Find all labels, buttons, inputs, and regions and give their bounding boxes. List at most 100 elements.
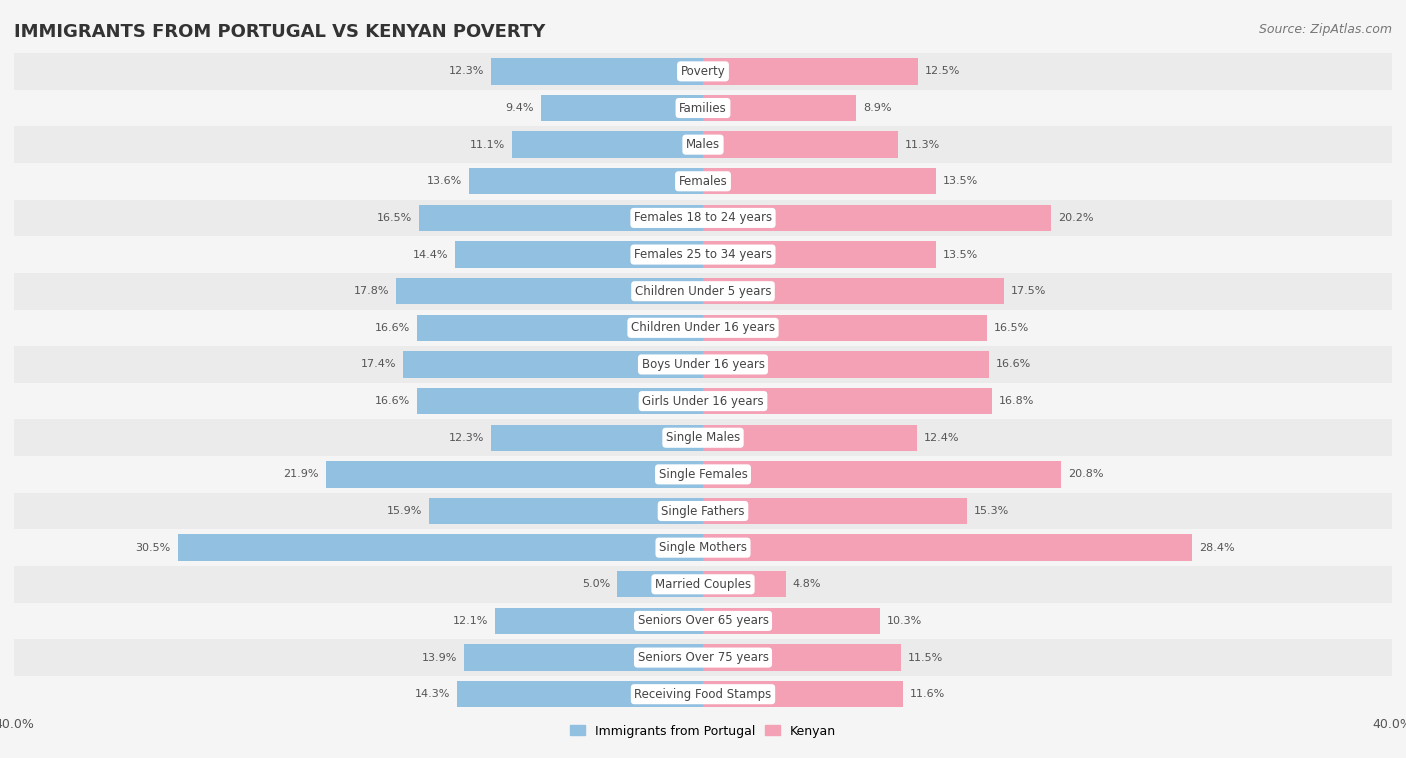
Bar: [14, 199, 1392, 236]
Text: Married Couples: Married Couples: [655, 578, 751, 590]
Text: 11.3%: 11.3%: [904, 139, 939, 149]
Text: 16.8%: 16.8%: [1000, 396, 1035, 406]
Text: Males: Males: [686, 138, 720, 151]
Bar: [14, 639, 1392, 676]
Text: 12.3%: 12.3%: [449, 67, 484, 77]
Bar: [703, 315, 987, 341]
Text: 17.5%: 17.5%: [1011, 287, 1046, 296]
Bar: [326, 461, 703, 487]
Bar: [14, 89, 1392, 127]
Bar: [429, 498, 703, 525]
Bar: [418, 315, 703, 341]
Text: 28.4%: 28.4%: [1199, 543, 1234, 553]
Text: 12.1%: 12.1%: [453, 616, 488, 626]
Bar: [456, 241, 703, 268]
Text: Seniors Over 65 years: Seniors Over 65 years: [637, 615, 769, 628]
Bar: [14, 346, 1392, 383]
Text: 30.5%: 30.5%: [135, 543, 170, 553]
Bar: [703, 58, 918, 85]
Text: Boys Under 16 years: Boys Under 16 years: [641, 358, 765, 371]
Bar: [703, 205, 1050, 231]
Text: Children Under 16 years: Children Under 16 years: [631, 321, 775, 334]
Bar: [703, 424, 917, 451]
Bar: [419, 205, 703, 231]
Bar: [512, 131, 703, 158]
Bar: [703, 498, 966, 525]
Bar: [14, 419, 1392, 456]
Bar: [14, 309, 1392, 346]
Bar: [495, 608, 703, 634]
Bar: [703, 95, 856, 121]
Text: Single Fathers: Single Fathers: [661, 505, 745, 518]
Text: Girls Under 16 years: Girls Under 16 years: [643, 395, 763, 408]
Text: 10.3%: 10.3%: [887, 616, 922, 626]
Text: Females: Females: [679, 175, 727, 188]
Bar: [396, 278, 703, 305]
Text: 14.4%: 14.4%: [412, 249, 449, 259]
Text: 4.8%: 4.8%: [793, 579, 821, 589]
Bar: [14, 456, 1392, 493]
Bar: [418, 388, 703, 415]
Bar: [703, 534, 1192, 561]
Text: Single Females: Single Females: [658, 468, 748, 481]
Bar: [177, 534, 703, 561]
Text: Poverty: Poverty: [681, 65, 725, 78]
Bar: [703, 388, 993, 415]
Text: Source: ZipAtlas.com: Source: ZipAtlas.com: [1258, 23, 1392, 36]
Text: Receiving Food Stamps: Receiving Food Stamps: [634, 688, 772, 700]
Text: Females 25 to 34 years: Females 25 to 34 years: [634, 248, 772, 261]
Bar: [541, 95, 703, 121]
Bar: [703, 278, 1004, 305]
Text: 11.5%: 11.5%: [908, 653, 943, 662]
Bar: [14, 603, 1392, 639]
Text: IMMIGRANTS FROM PORTUGAL VS KENYAN POVERTY: IMMIGRANTS FROM PORTUGAL VS KENYAN POVER…: [14, 23, 546, 41]
Bar: [703, 608, 880, 634]
Text: 11.6%: 11.6%: [910, 689, 945, 699]
Bar: [703, 644, 901, 671]
Text: 16.5%: 16.5%: [377, 213, 412, 223]
Text: 20.2%: 20.2%: [1057, 213, 1094, 223]
Legend: Immigrants from Portugal, Kenyan: Immigrants from Portugal, Kenyan: [565, 719, 841, 743]
Text: 20.8%: 20.8%: [1069, 469, 1104, 479]
Text: Single Males: Single Males: [666, 431, 740, 444]
Text: Single Mothers: Single Mothers: [659, 541, 747, 554]
Text: 12.3%: 12.3%: [449, 433, 484, 443]
Bar: [617, 571, 703, 597]
Text: 13.6%: 13.6%: [426, 177, 461, 186]
Bar: [14, 53, 1392, 89]
Text: 16.5%: 16.5%: [994, 323, 1029, 333]
Bar: [491, 424, 703, 451]
Text: 8.9%: 8.9%: [863, 103, 891, 113]
Bar: [703, 351, 988, 377]
Text: 13.9%: 13.9%: [422, 653, 457, 662]
Bar: [14, 273, 1392, 309]
Bar: [14, 566, 1392, 603]
Text: 17.4%: 17.4%: [361, 359, 396, 369]
Text: Children Under 5 years: Children Under 5 years: [634, 285, 772, 298]
Text: 15.9%: 15.9%: [387, 506, 422, 516]
Text: Families: Families: [679, 102, 727, 114]
Bar: [14, 493, 1392, 529]
Text: 17.8%: 17.8%: [354, 287, 389, 296]
Text: 16.6%: 16.6%: [375, 396, 411, 406]
Text: 15.3%: 15.3%: [973, 506, 1008, 516]
Text: 14.3%: 14.3%: [415, 689, 450, 699]
Text: 16.6%: 16.6%: [995, 359, 1031, 369]
Bar: [464, 644, 703, 671]
Text: 5.0%: 5.0%: [582, 579, 610, 589]
Bar: [703, 168, 935, 195]
Text: 12.5%: 12.5%: [925, 67, 960, 77]
Bar: [491, 58, 703, 85]
Bar: [14, 676, 1392, 713]
Text: 16.6%: 16.6%: [375, 323, 411, 333]
Bar: [703, 461, 1062, 487]
Bar: [14, 127, 1392, 163]
Text: 13.5%: 13.5%: [942, 249, 977, 259]
Bar: [14, 383, 1392, 419]
Bar: [703, 681, 903, 707]
Text: 13.5%: 13.5%: [942, 177, 977, 186]
Text: 9.4%: 9.4%: [506, 103, 534, 113]
Text: 12.4%: 12.4%: [924, 433, 959, 443]
Bar: [468, 168, 703, 195]
Text: 11.1%: 11.1%: [470, 139, 505, 149]
